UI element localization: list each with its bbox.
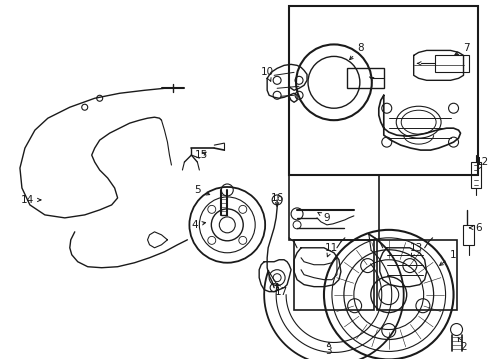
Text: 1: 1 [439, 250, 456, 265]
Text: 5: 5 [194, 185, 209, 195]
Text: 15: 15 [194, 150, 207, 160]
Bar [470, 162, 481, 188]
Text: 13: 13 [409, 243, 423, 257]
Text: 2: 2 [457, 337, 466, 352]
Text: 14: 14 [21, 195, 41, 205]
Text: 12: 12 [475, 157, 488, 170]
Bar [346, 68, 383, 88]
Text: 3: 3 [325, 343, 331, 356]
Text: 8: 8 [349, 44, 364, 60]
Bar [462, 225, 473, 245]
Text: 7: 7 [454, 44, 469, 55]
Text: 6: 6 [468, 223, 481, 233]
Bar [434, 55, 468, 72]
Bar [288, 5, 477, 175]
Text: 4: 4 [191, 220, 205, 230]
Text: 9: 9 [317, 212, 329, 223]
Text: 16: 16 [270, 193, 283, 206]
Bar [288, 175, 378, 240]
Text: 17: 17 [274, 284, 287, 297]
Bar [376, 240, 456, 310]
Bar [293, 240, 373, 310]
Text: 11: 11 [324, 243, 337, 257]
Text: 10: 10 [260, 67, 273, 81]
